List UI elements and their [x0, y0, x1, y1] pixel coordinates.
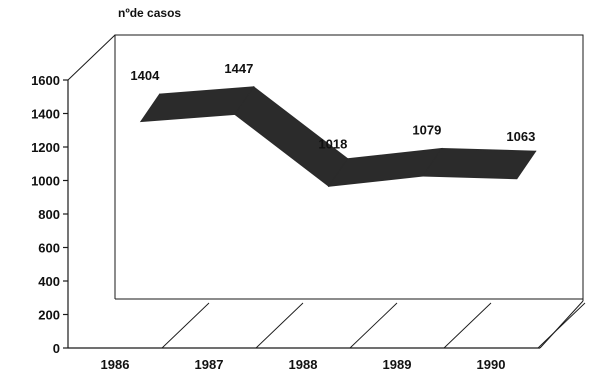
data-point: [347, 158, 349, 160]
y-tick-label: 1000: [31, 174, 60, 189]
y-tick-label: 1400: [31, 107, 60, 122]
y-tick-label: 1200: [31, 140, 60, 155]
y-tick-label: 800: [38, 207, 60, 222]
floor-grid: [161, 302, 586, 349]
ribbon-segment: [421, 148, 537, 180]
ribbon-segment: [327, 147, 443, 187]
y-tick-label: 200: [38, 308, 60, 323]
floor-grid-line: [443, 302, 492, 349]
x-tick-label: 1988: [289, 357, 318, 372]
data-label: 1447: [224, 61, 253, 76]
data-label: 1079: [412, 123, 441, 138]
x-tick-label: 1987: [195, 357, 224, 372]
data-ribbon: [139, 86, 537, 187]
y-tick-label: 400: [38, 274, 60, 289]
data-point: [159, 93, 161, 95]
floor-grid-line: [161, 302, 210, 349]
x-tick-label: 1990: [477, 357, 506, 372]
x-axis-ticks: 1986 1987 1988 1989 1990: [101, 357, 506, 372]
y-tick-label: 0: [53, 341, 60, 356]
depth-edge-right: [539, 300, 584, 349]
floor-grid-line: [537, 302, 586, 349]
floor-grid-line: [255, 302, 304, 349]
x-tick-label: 1986: [101, 357, 130, 372]
y-tick-label: 1600: [31, 73, 60, 88]
y-axis-title: nºde casos: [118, 6, 181, 20]
x-tick-label: 1989: [383, 357, 412, 372]
data-label: 1018: [318, 137, 347, 152]
depth-edge-top: [67, 34, 116, 81]
floor-grid-line: [349, 302, 398, 349]
y-axis-ticks: 0 200 400 600 800 1000 1200 1400 1600: [31, 73, 68, 356]
data-point: [253, 86, 255, 88]
data-label: 1404: [130, 68, 160, 83]
back-wall-frame: [114, 34, 584, 301]
data-labels: 1404 1447 1018 1079 1063: [130, 61, 535, 152]
data-point: [535, 150, 537, 152]
data-point: [441, 148, 443, 150]
y-tick-label: 600: [38, 241, 60, 256]
data-label: 1063: [506, 129, 535, 144]
